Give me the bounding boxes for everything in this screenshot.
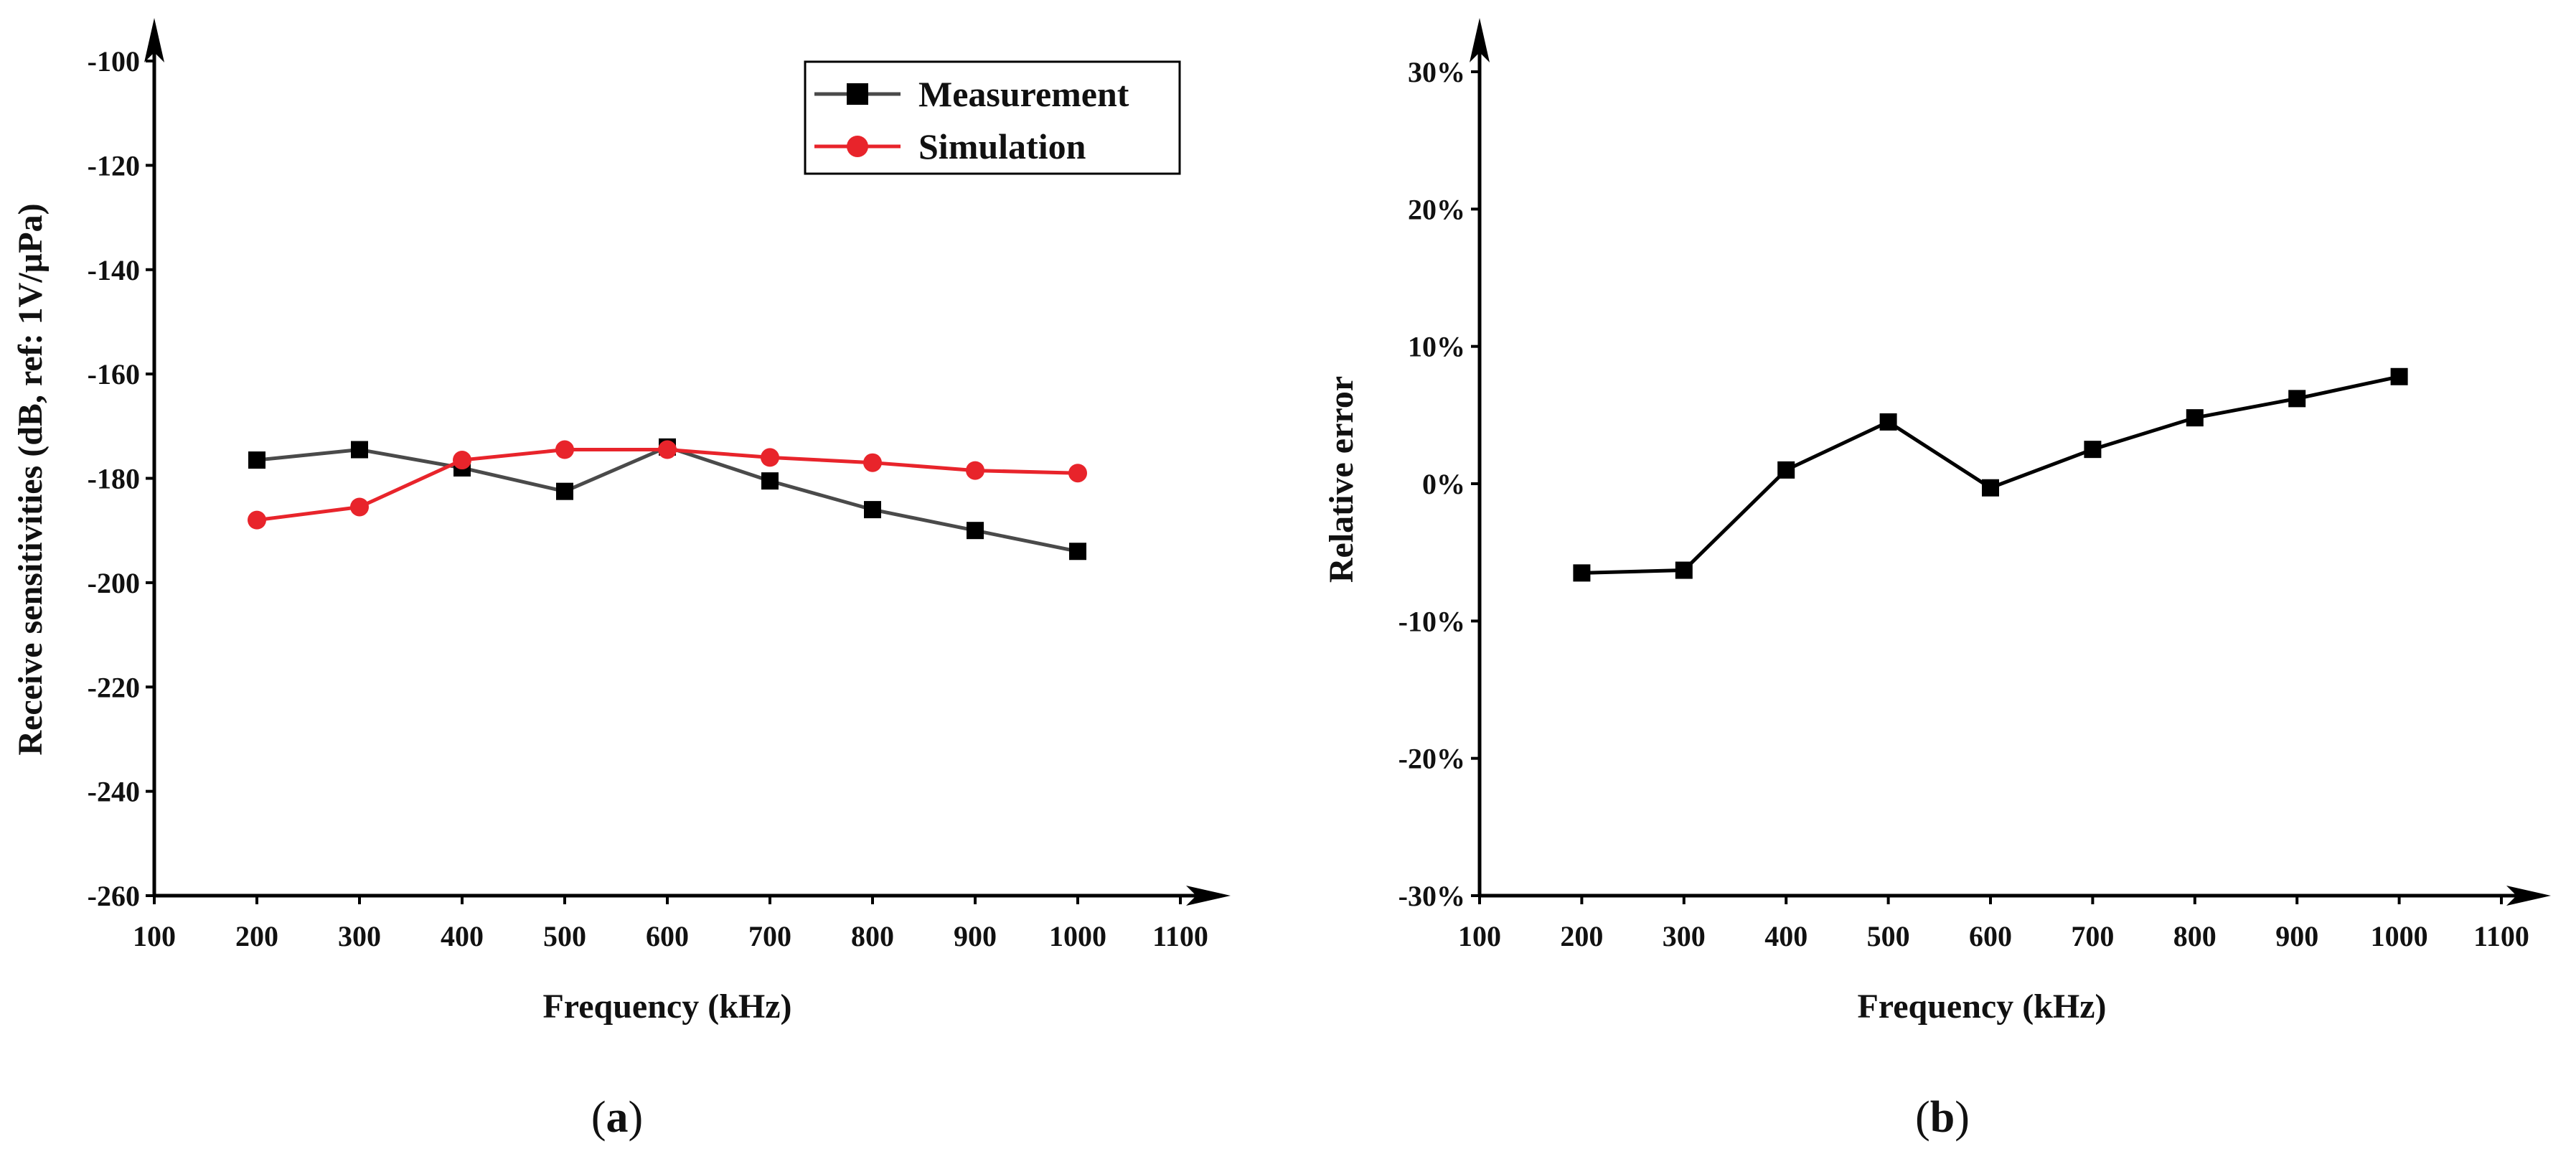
a-y-tick-label: -100 (88, 45, 140, 78)
panel-b-caption-letter: b (1930, 1093, 1955, 1142)
a-y-tick-label: -160 (88, 358, 140, 390)
b-x-tick-label: 300 (1663, 920, 1706, 952)
b-series-0-point (2084, 441, 2102, 459)
panel-a-series (248, 438, 1087, 561)
a-x-tick-label: 500 (543, 920, 586, 952)
panel-b: 100 200 300 400 500 600 700 800 900 1000 1100 -30% -… (1322, 18, 2551, 1142)
b-y-tick-label: -20% (1399, 743, 1465, 775)
a-x-tick-label: 700 (748, 920, 791, 952)
a-series-1-point (248, 510, 266, 530)
legend-measurement-label: Measurement (918, 74, 1129, 114)
a-series-0-point (248, 451, 265, 469)
b-series-0-point (1777, 461, 1795, 479)
legend-measurement-marker (847, 83, 868, 105)
b-series-0-point (1573, 564, 1591, 582)
b-series-0-point (1982, 479, 1999, 497)
a-x-tick-label: 400 (441, 920, 484, 952)
a-x-axis-arrow (1186, 886, 1231, 906)
panel-a-axes (144, 18, 1231, 906)
panel-b-axes (1470, 18, 2551, 906)
b-x-tick-label: 1100 (2473, 920, 2529, 952)
panel-a-ticks: 100 200 300 400 500 600 700 800 900 1000 1100 -260 -… (88, 45, 1208, 952)
b-series-0-point (1675, 561, 1693, 579)
a-x-tick-label: 1100 (1152, 920, 1208, 952)
a-y-axis-arrow (144, 18, 164, 62)
panel-b-series (1573, 367, 2408, 582)
a-series-0-point (864, 501, 881, 519)
b-y-tick-label: -30% (1399, 880, 1465, 912)
a-y-tick-label: -260 (88, 880, 140, 912)
b-x-tick-label: 200 (1560, 920, 1603, 952)
panel-a-x-axis-label: Frequency (kHz) (542, 988, 791, 1026)
b-x-tick-label: 800 (2173, 920, 2217, 952)
legend-simulation-marker (847, 136, 868, 157)
b-x-tick-label: 600 (1969, 920, 2012, 952)
a-series-1-point (350, 497, 369, 517)
panel-b-caption: (b) (1915, 1093, 1970, 1142)
a-series-0-point (761, 472, 779, 490)
a-y-tick-label: -180 (88, 463, 140, 495)
b-series-0-point (2186, 409, 2204, 427)
a-series-0-point (1069, 543, 1086, 561)
a-x-tick-label: 800 (851, 920, 894, 952)
b-y-tick-label: 30% (1408, 56, 1465, 88)
panel-b-ticks: 100 200 300 400 500 600 700 800 900 1000 1100 -30% -… (1399, 56, 2529, 952)
panel-b-y-axis-label: Relative error (1322, 376, 1360, 583)
b-x-tick-label: 500 (1867, 920, 1910, 952)
a-x-tick-label: 600 (646, 920, 689, 952)
a-series-0-point (967, 522, 984, 540)
a-x-tick-label: 300 (338, 920, 381, 952)
a-y-tick-label: -140 (88, 254, 140, 286)
b-y-tick-label: 0% (1422, 468, 1465, 500)
b-y-tick-label: -10% (1399, 605, 1465, 637)
a-x-tick-label: 900 (954, 920, 997, 952)
a-y-tick-label: -240 (88, 776, 140, 808)
panel-b-caption-close: ) (1955, 1093, 1970, 1142)
panel-a-caption: (a) (591, 1093, 643, 1142)
a-series-0-point (556, 482, 573, 500)
panel-a-y-axis-label: Receive sensitivities (dB, ref: 1V/µPa) (11, 203, 50, 755)
b-y-tick-label: 20% (1408, 193, 1465, 225)
b-x-tick-label: 1000 (2371, 920, 2428, 952)
a-series-1-point (966, 461, 984, 480)
panel-a-caption-letter: a (606, 1093, 629, 1142)
b-y-axis-arrow (1470, 18, 1490, 62)
panel-a-caption-open: ( (591, 1093, 606, 1142)
b-series-0-line (1581, 375, 2400, 575)
panel-b-x-axis-label: Frequency (kHz) (1857, 988, 2106, 1026)
b-x-tick-label: 900 (2275, 920, 2318, 952)
a-series-1-point (863, 453, 882, 472)
b-x-tick-label: 400 (1764, 920, 1808, 952)
a-series-1-point (555, 440, 574, 459)
b-series-0-point (2390, 367, 2408, 385)
b-x-tick-label: 700 (2071, 920, 2114, 952)
b-y-tick-label: 10% (1408, 331, 1465, 363)
a-x-tick-label: 1000 (1049, 920, 1106, 952)
legend-simulation-label: Simulation (918, 126, 1086, 167)
b-series-0-point (2288, 390, 2306, 408)
b-x-axis-arrow (2506, 886, 2551, 906)
b-series-0-point (1879, 413, 1897, 431)
a-y-tick-label: -220 (88, 671, 140, 703)
panel-a-legend: Measurement Simulation (804, 60, 1181, 175)
a-series-1-point (658, 440, 677, 459)
panel-a: 100 200 300 400 500 600 700 800 900 1000 1100 -260 -… (11, 18, 1231, 1142)
a-y-tick-label: -200 (88, 567, 140, 599)
a-series-1-point (1068, 464, 1087, 483)
panel-a-legend-box (804, 60, 1181, 175)
a-series-1-line (256, 448, 1078, 522)
panel-a-caption-close: ) (629, 1093, 644, 1142)
a-series-1-point (453, 451, 471, 470)
a-y-tick-label: -120 (88, 149, 140, 182)
b-x-tick-label: 100 (1458, 920, 1501, 952)
a-series-0-point (351, 441, 368, 459)
a-x-tick-label: 100 (133, 920, 176, 952)
a-series-1-point (761, 448, 779, 467)
panel-b-caption-open: ( (1915, 1093, 1930, 1142)
a-x-tick-label: 200 (235, 920, 278, 952)
